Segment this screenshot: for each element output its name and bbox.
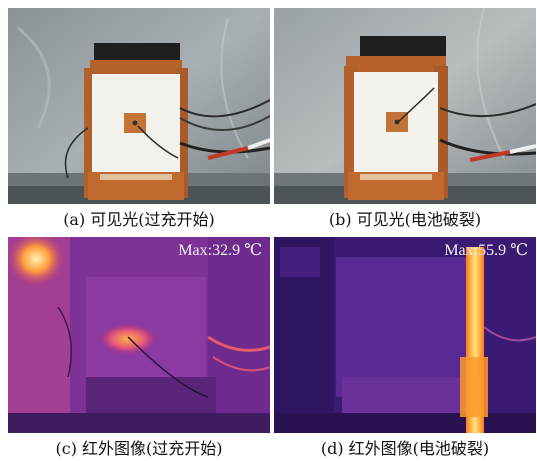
caption-a: (a) 可见光(过充开始) [63, 210, 215, 229]
caption-c: (c) 红外图像(过充开始) [55, 439, 223, 458]
max-temperature-label-c: Max:32.9 ℃ [178, 242, 262, 259]
caption-b: (b) 可见光(电池破裂) [328, 210, 482, 229]
thermal-image-overcharge-start: Max:32.9 ℃ [8, 237, 270, 433]
battery-visible-photo-b [274, 8, 536, 204]
caption-d: (d) 红外图像(电池破裂) [320, 439, 490, 458]
photo-visible-overcharge-start [8, 8, 270, 204]
battery-visible-photo-a [8, 8, 270, 204]
battery-thermal-image-c [8, 237, 270, 433]
photo-visible-rupture [274, 8, 536, 204]
max-temperature-label-d: Max:55.9 ℃ [444, 242, 528, 259]
battery-thermal-image-d [274, 237, 536, 433]
thermal-image-rupture: Max:55.9 ℃ [274, 237, 536, 433]
